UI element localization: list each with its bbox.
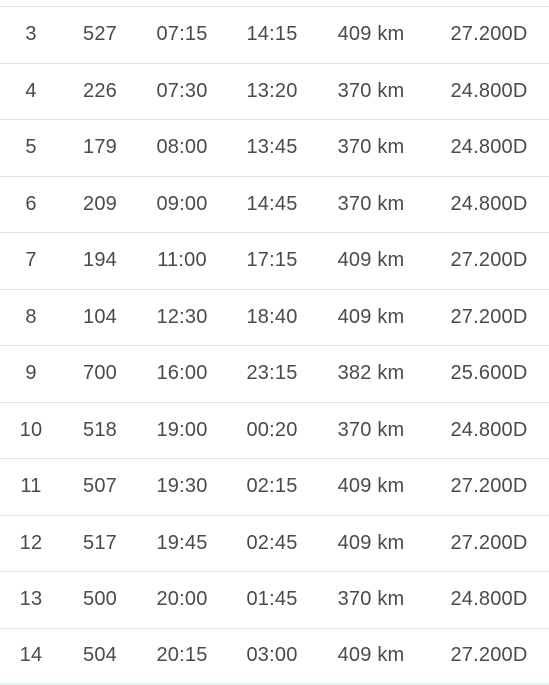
- arrival-time: 13:45: [246, 136, 298, 159]
- distance: 370 km: [337, 418, 405, 441]
- distance: 370 km: [337, 79, 405, 102]
- bottom-divider: [0, 683, 549, 685]
- row-index: 9: [25, 362, 37, 385]
- schedule-table: 3 527 07:15 14:15 409 km 27.200D 4 226 0…: [0, 6, 549, 684]
- row-index: 7: [25, 249, 37, 272]
- table-row[interactable]: 9 700 16:00 23:15 382 km 25.600D: [0, 345, 549, 402]
- arrival-time: 01:45: [246, 588, 298, 611]
- row-index: 4: [25, 79, 37, 102]
- table-row[interactable]: 7 194 11:00 17:15 409 km 27.200D: [0, 232, 549, 289]
- price: 24.800D: [450, 192, 528, 215]
- row-index: 3: [25, 23, 37, 46]
- table-row[interactable]: 6 209 09:00 14:45 370 km 24.800D: [0, 175, 549, 233]
- distance: 382 km: [337, 362, 405, 385]
- row-index: 5: [25, 136, 37, 159]
- table-row[interactable]: 13 500 20:00 01:45 370 km 24.800D: [0, 571, 549, 628]
- arrival-time: 02:15: [246, 475, 298, 498]
- price: 27.200D: [450, 249, 528, 272]
- distance: 370 km: [337, 192, 405, 215]
- departure-time: 08:00: [156, 136, 208, 159]
- table-row[interactable]: 5 179 08:00 13:45 370 km 24.800D: [0, 119, 549, 176]
- arrival-time: 23:15: [246, 362, 298, 385]
- distance: 409 km: [337, 23, 405, 46]
- table-row[interactable]: 14 504 20:15 03:00 409 km 27.200D: [0, 627, 549, 684]
- price: 27.200D: [450, 475, 528, 498]
- departure-time: 19:45: [156, 531, 208, 554]
- arrival-time: 03:00: [246, 644, 298, 667]
- price: 27.200D: [450, 531, 528, 554]
- departure-time: 19:30: [156, 475, 208, 498]
- train-number: 209: [83, 192, 117, 215]
- price: 27.200D: [450, 644, 528, 667]
- row-index: 14: [19, 644, 43, 667]
- train-number: 517: [83, 531, 117, 554]
- price: 27.200D: [450, 305, 528, 328]
- row-index: 13: [19, 588, 43, 611]
- departure-time: 19:00: [156, 418, 208, 441]
- arrival-time: 13:20: [246, 79, 298, 102]
- row-index: 8: [25, 305, 37, 328]
- departure-time: 09:00: [156, 192, 208, 215]
- train-number: 500: [83, 588, 117, 611]
- departure-time: 12:30: [156, 305, 208, 328]
- arrival-time: 00:20: [246, 418, 298, 441]
- departure-time: 07:30: [156, 79, 208, 102]
- row-index: 10: [19, 418, 43, 441]
- distance: 409 km: [337, 531, 405, 554]
- table-row[interactable]: 10 518 19:00 00:20 370 km 24.800D: [0, 401, 549, 459]
- distance: 370 km: [337, 136, 405, 159]
- price: 24.800D: [450, 418, 528, 441]
- train-number: 226: [83, 79, 117, 102]
- price: 27.200D: [450, 23, 528, 46]
- departure-time: 07:15: [156, 23, 208, 46]
- train-number: 507: [83, 475, 117, 498]
- train-number: 104: [83, 305, 117, 328]
- row-index: 12: [19, 531, 43, 554]
- distance: 370 km: [337, 588, 405, 611]
- distance: 409 km: [337, 644, 405, 667]
- price: 24.800D: [450, 79, 528, 102]
- arrival-time: 14:15: [246, 23, 298, 46]
- train-number: 518: [83, 418, 117, 441]
- distance: 409 km: [337, 249, 405, 272]
- departure-time: 16:00: [156, 362, 208, 385]
- departure-time: 11:00: [157, 249, 207, 272]
- row-index: 6: [25, 192, 37, 215]
- arrival-time: 18:40: [246, 305, 298, 328]
- departure-time: 20:15: [156, 644, 208, 667]
- table-row[interactable]: 3 527 07:15 14:15 409 km 27.200D: [0, 6, 549, 63]
- train-number: 527: [83, 23, 117, 46]
- distance: 409 km: [337, 305, 405, 328]
- price: 24.800D: [450, 136, 528, 159]
- table-row[interactable]: 8 104 12:30 18:40 409 km 27.200D: [0, 288, 549, 346]
- price: 25.600D: [450, 362, 528, 385]
- train-number: 700: [83, 362, 117, 385]
- arrival-time: 02:45: [246, 531, 298, 554]
- distance: 409 km: [337, 475, 405, 498]
- table-row[interactable]: 4 226 07:30 13:20 370 km 24.800D: [0, 62, 549, 120]
- price: 24.800D: [450, 588, 528, 611]
- row-index: 11: [20, 475, 42, 498]
- table-row[interactable]: 11 507 19:30 02:15 409 km 27.200D: [0, 458, 549, 515]
- train-number: 504: [83, 644, 117, 667]
- departure-time: 20:00: [156, 588, 208, 611]
- arrival-time: 14:45: [246, 192, 298, 215]
- arrival-time: 17:15: [246, 249, 298, 272]
- train-number: 194: [83, 249, 117, 272]
- table-row[interactable]: 12 517 19:45 02:45 409 km 27.200D: [0, 514, 549, 572]
- train-number: 179: [83, 136, 117, 159]
